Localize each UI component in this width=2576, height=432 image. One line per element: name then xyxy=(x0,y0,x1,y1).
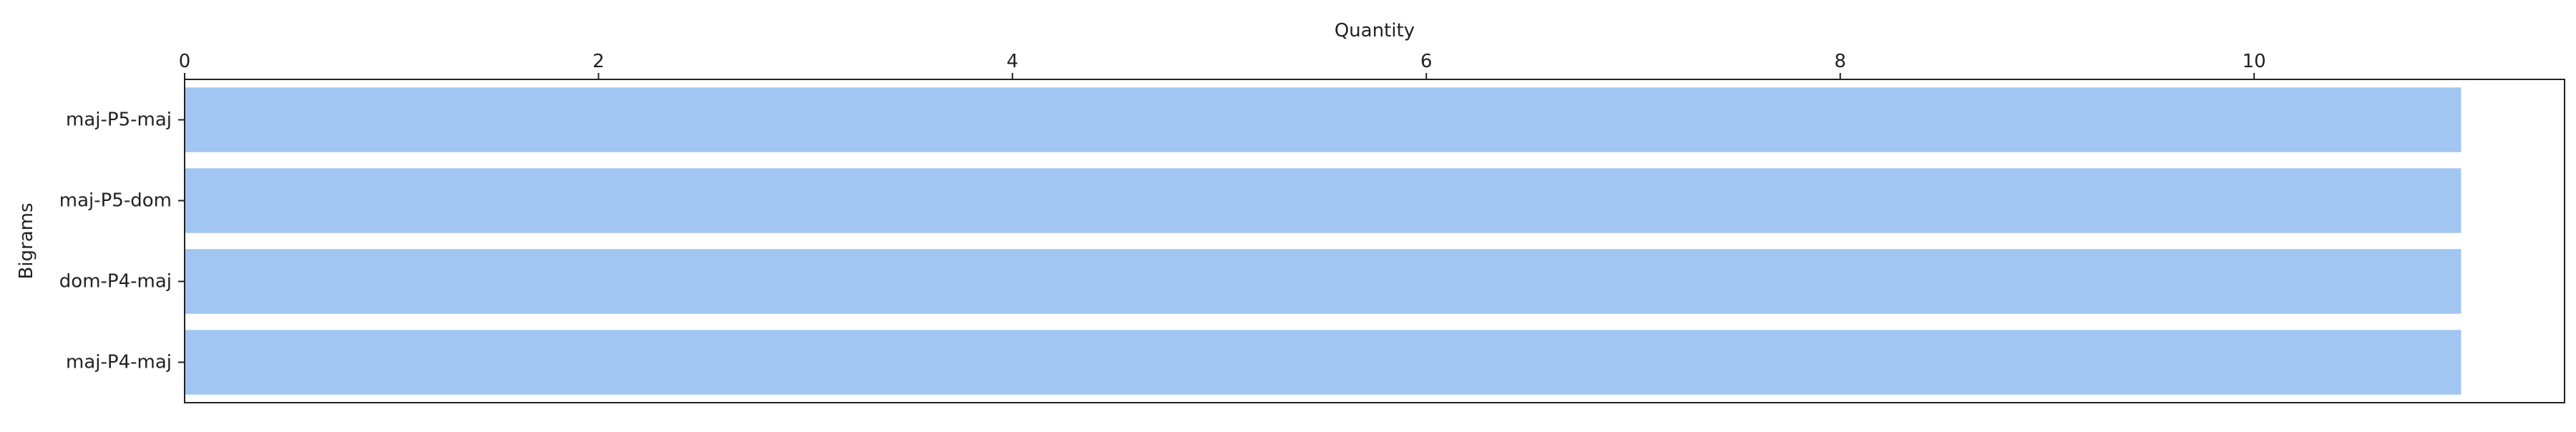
bar xyxy=(185,330,2462,395)
x-tick-label: 10 xyxy=(2243,51,2266,72)
y-tick-label: dom-P4-maj xyxy=(59,271,172,293)
y-tick-label: maj-P4-maj xyxy=(66,352,172,373)
x-tick-label: 0 xyxy=(179,51,191,72)
ticks-layer: maj-P5-maj maj-P5-dom dom-P4-maj maj-P4-maj… xyxy=(59,51,2266,373)
plot-frame xyxy=(184,79,2565,403)
bar xyxy=(185,87,2462,152)
x-tick-label: 8 xyxy=(1834,51,1846,72)
x-tick-label: 6 xyxy=(1420,51,1433,72)
x-axis-label: Quantity xyxy=(1335,20,1415,41)
y-tick-label: maj-P5-maj xyxy=(66,109,172,131)
bar xyxy=(185,168,2462,233)
bars-layer xyxy=(185,87,2462,395)
x-tick-label: 2 xyxy=(592,51,605,72)
y-tick-label: maj-P5-dom xyxy=(59,190,172,212)
bar xyxy=(185,249,2462,314)
y-axis-label: Bigrams xyxy=(16,202,37,279)
x-tick-label: 4 xyxy=(1007,51,1019,72)
